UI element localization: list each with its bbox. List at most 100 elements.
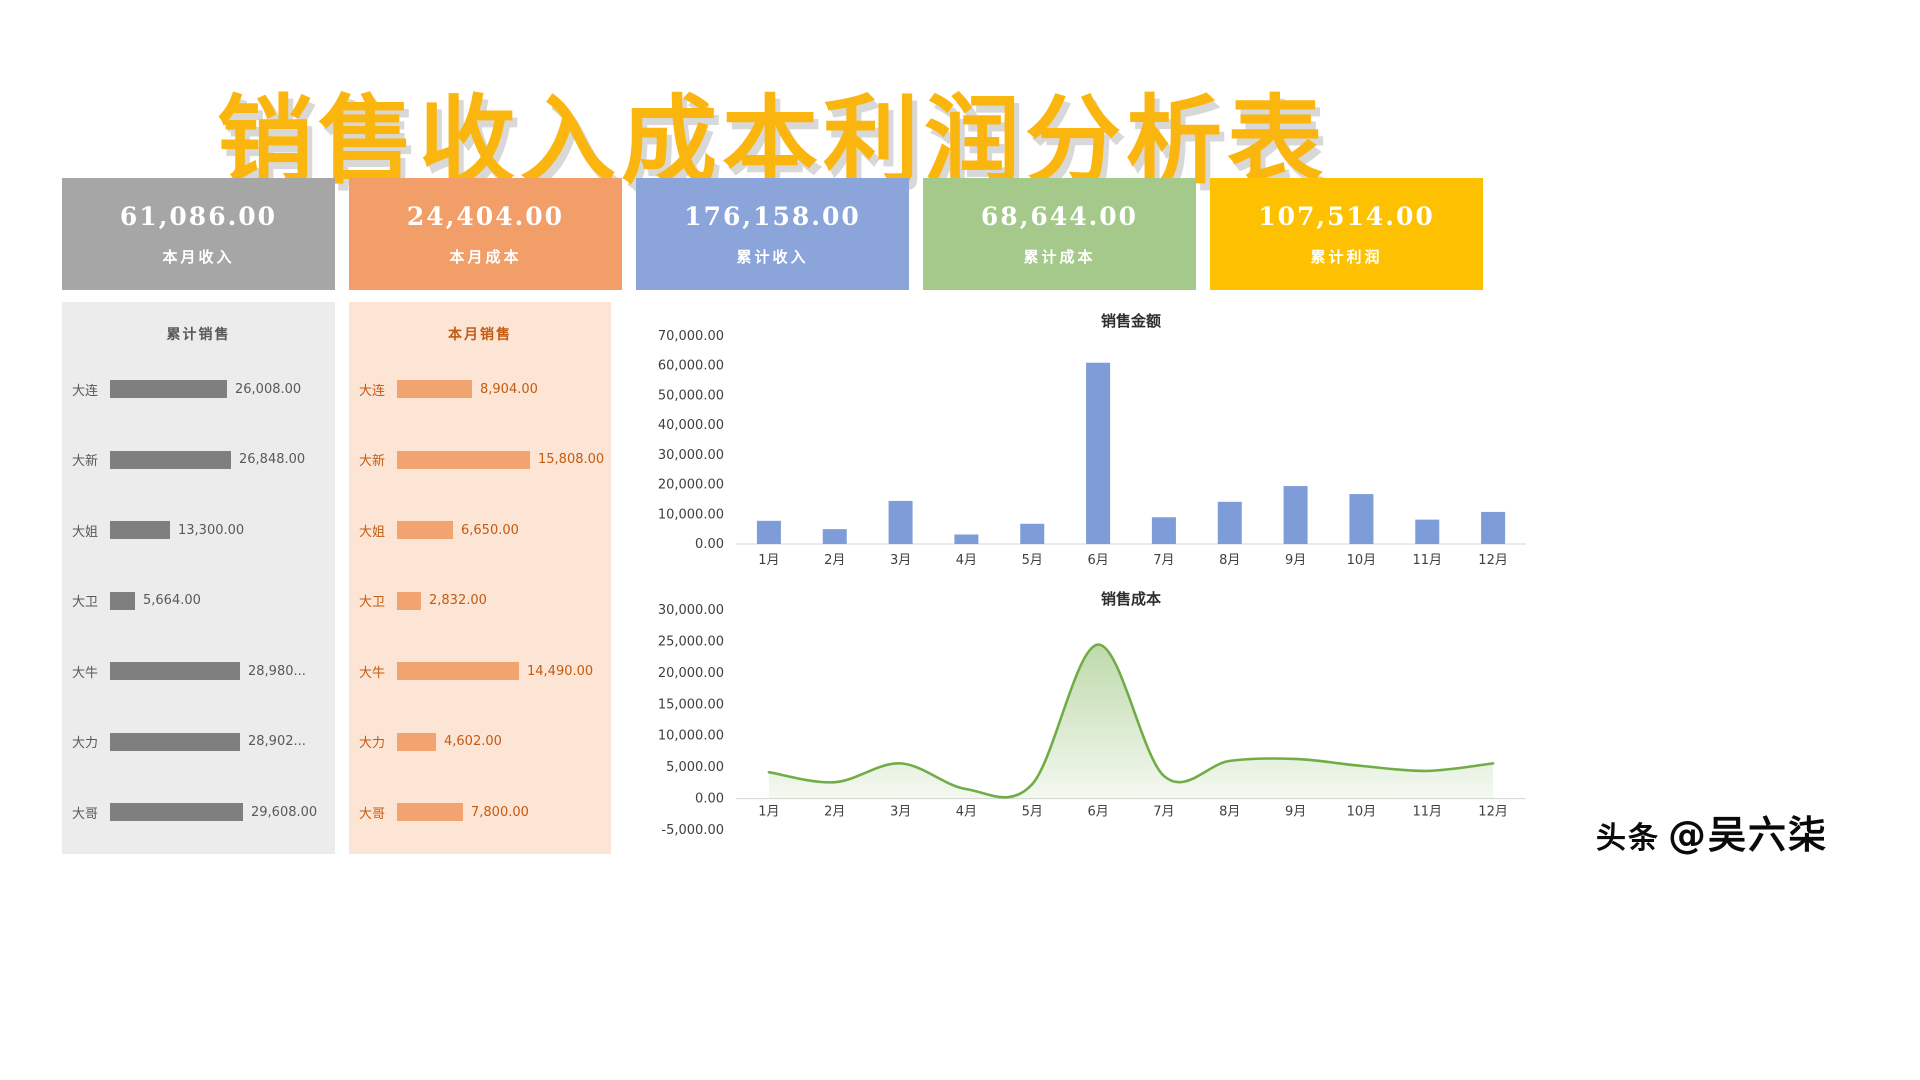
bar-list-row: 大新 26,848.00 xyxy=(62,425,335,496)
sales-amount-chart-svg: 销售金额 0.00 10,000.00 20,000.00 30,000.00 40,00… xyxy=(658,312,1526,568)
bar-list-value: 28,980... xyxy=(248,663,306,679)
bar-list-name: 大连 xyxy=(359,383,386,399)
x-axis-tick-label: 7月 xyxy=(1153,805,1174,820)
x-axis-tick-label: 9月 xyxy=(1285,805,1306,820)
bar-list-name: 大新 xyxy=(72,454,99,470)
bar-list-value: 7,800.00 xyxy=(471,804,529,820)
bar-list-row: 大新 15,808.00 xyxy=(349,425,611,496)
kpi-row: 61,086.00 本月收入 24,404.00 本月成本 176,158.00 累计收入… xyxy=(62,178,1483,290)
bar-1月 xyxy=(756,520,781,544)
y-axis-tick-label: 30,000.00 xyxy=(658,603,724,618)
x-axis-tick-label: 12月 xyxy=(1478,553,1508,568)
bar-list-name: 大牛 xyxy=(359,665,386,681)
kpi-value: 61,086.00 xyxy=(119,202,278,231)
x-axis-tick-label: 5月 xyxy=(1022,553,1043,568)
x-axis-tick-label: 8月 xyxy=(1219,553,1240,568)
bar-8月 xyxy=(1217,501,1242,544)
bar-7月 xyxy=(1151,517,1176,544)
x-axis-tick-label: 11月 xyxy=(1412,805,1442,820)
x-axis-tick-label: 6月 xyxy=(1087,805,1108,820)
x-axis-tick-label: 10月 xyxy=(1347,553,1377,568)
bar-list-bar xyxy=(397,450,530,469)
bar-list-row: 大牛 14,490.00 xyxy=(349,636,611,707)
x-axis-tick-label: 7月 xyxy=(1153,553,1174,568)
y-axis-tick-label: 10,000.00 xyxy=(658,507,724,522)
bar-list-bar xyxy=(397,732,436,751)
bar-list-name: 大卫 xyxy=(72,595,99,611)
bar-list-name: 大哥 xyxy=(359,806,386,822)
bar-list-bar xyxy=(110,450,231,469)
bar-list-name: 大卫 xyxy=(359,595,386,611)
bar-list-bar xyxy=(110,521,170,540)
bar-list-row: 大力 28,902... xyxy=(62,707,335,778)
bar-list-bar xyxy=(110,803,243,822)
monthly-sales-bars: 大连 8,904.00 大新 15,808.00 大姐 6,650.00 大卫 2,832.0… xyxy=(349,354,611,848)
bar-11月 xyxy=(1415,519,1440,544)
bar-2月 xyxy=(822,529,847,544)
bar-list-row: 大力 4,602.00 xyxy=(349,707,611,778)
bar-list-value: 8,904.00 xyxy=(480,381,538,397)
x-axis-tick-label: 9月 xyxy=(1285,553,1306,568)
bar-list-bar xyxy=(397,380,472,399)
x-axis-tick-label: 12月 xyxy=(1478,805,1508,820)
y-axis-tick-label: 50,000.00 xyxy=(658,388,724,403)
bar-list-name: 大牛 xyxy=(72,665,99,681)
chart-title: 销售金额 xyxy=(1101,312,1161,330)
cost-area-fill xyxy=(768,644,1494,799)
bar-list-bar xyxy=(397,803,463,822)
y-axis-tick-label: 25,000.00 xyxy=(658,634,724,649)
bar-5月 xyxy=(1020,523,1045,544)
bar-list-bar xyxy=(110,380,227,399)
bar-list-bar xyxy=(110,591,135,610)
x-axis-tick-label: 3月 xyxy=(890,805,911,820)
x-axis-tick-label: 6月 xyxy=(1087,553,1108,568)
cumulative-sales-panel: 累计销售 大连 26,008.00 大新 26,848.00 大姐 13,300.00 大卫… xyxy=(62,302,335,854)
x-axis-tick-label: 1月 xyxy=(758,805,779,820)
bar-list-value: 29,608.00 xyxy=(251,804,318,820)
bar-list-row: 大连 26,008.00 xyxy=(62,354,335,425)
bar-list-row: 大哥 7,800.00 xyxy=(349,777,611,848)
x-axis-tick-label: 4月 xyxy=(956,553,977,568)
kpi-label: 累计收入 xyxy=(736,248,809,266)
bar-list-row: 大牛 28,980... xyxy=(62,636,335,707)
cost-line xyxy=(767,643,1495,799)
bar-list-value: 6,650.00 xyxy=(461,522,519,538)
bar-6月 xyxy=(1086,362,1111,544)
bar-list-row: 大姐 13,300.00 xyxy=(62,495,335,566)
x-axis-tick-label: 4月 xyxy=(956,805,977,820)
x-axis-tick-label: 2月 xyxy=(824,553,845,568)
bar-list-row: 大卫 5,664.00 xyxy=(62,566,335,637)
x-axis-tick-label: 1月 xyxy=(758,553,779,568)
bar-list-value: 26,008.00 xyxy=(235,381,302,397)
bar-list-bar xyxy=(397,521,453,540)
x-axis-tick-label: 8月 xyxy=(1219,805,1240,820)
bar-list-bar xyxy=(397,662,519,681)
kpi-value: 176,158.00 xyxy=(684,202,861,231)
bar-list-value: 15,808.00 xyxy=(538,452,605,468)
bar-list-name: 大哥 xyxy=(72,806,99,822)
cumulative-sales-title: 累计销售 xyxy=(166,327,231,343)
bar-list-name: 大力 xyxy=(359,736,386,752)
kpi-value: 68,644.00 xyxy=(980,202,1139,231)
kpi-label: 累计成本 xyxy=(1023,248,1096,266)
y-axis-tick-label: 30,000.00 xyxy=(658,448,724,463)
y-axis-tick-label: 40,000.00 xyxy=(658,418,724,433)
bar-list-value: 4,602.00 xyxy=(444,734,502,750)
bar-list-name: 大姐 xyxy=(72,524,99,540)
x-axis-tick-label: 5月 xyxy=(1022,805,1043,820)
bar-list-row: 大姐 6,650.00 xyxy=(349,495,611,566)
bar-list-value: 28,902... xyxy=(248,734,306,750)
bar-list-row: 大哥 29,608.00 xyxy=(62,777,335,848)
y-axis-tick-label: 20,000.00 xyxy=(658,666,724,681)
sales-amount-chart: 销售金额 0.00 10,000.00 20,000.00 30,000.00 40,00… xyxy=(628,312,1543,580)
kpi-card-monthly-cost: 24,404.00 本月成本 xyxy=(349,178,622,290)
watermark: 头条 @吴六柒 xyxy=(1596,804,1828,859)
bar-list-value: 14,490.00 xyxy=(527,663,594,679)
bar-list-row: 大连 8,904.00 xyxy=(349,354,611,425)
kpi-value: 107,514.00 xyxy=(1258,202,1435,231)
bar-list-name: 大姐 xyxy=(359,524,386,540)
x-axis-tick-label: 10月 xyxy=(1347,805,1377,820)
sales-cost-chart: 销售成本 -5,000.00 0.00 5,000.00 10,000.00 15,000… xyxy=(628,590,1543,852)
kpi-label: 本月成本 xyxy=(449,248,522,266)
y-axis-tick-label: 0.00 xyxy=(695,537,724,552)
